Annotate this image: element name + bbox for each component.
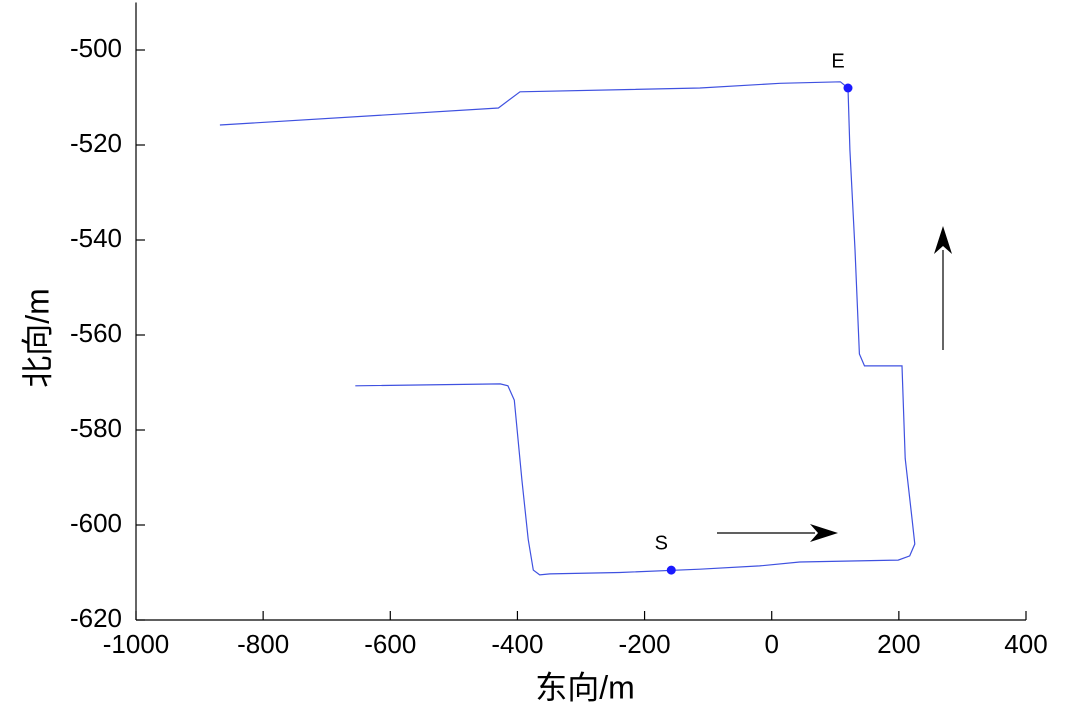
x-axis-title: 东向/m — [535, 669, 635, 705]
x-tick-label: 200 — [877, 629, 920, 659]
point-label: S — [655, 532, 668, 554]
direction-arrow — [934, 226, 952, 350]
y-tick-label: -540 — [70, 223, 122, 253]
y-tick-label: -520 — [70, 128, 122, 158]
x-tick-label: -200 — [619, 629, 671, 659]
x-tick-label: -600 — [364, 629, 416, 659]
y-tick-label: -500 — [70, 33, 122, 63]
trajectory-line — [219, 81, 916, 576]
y-tick-label: -560 — [70, 318, 122, 348]
x-tick-label: -400 — [491, 629, 543, 659]
y-axis-title: 北向/m — [19, 288, 55, 388]
x-tick-label: 400 — [1004, 629, 1047, 659]
point-label: E — [831, 50, 844, 72]
direction-arrow — [717, 524, 838, 542]
y-tick-label: -620 — [70, 603, 122, 633]
y-tick-label: -600 — [70, 508, 122, 538]
point-marker — [666, 565, 676, 575]
x-tick-label: -1000 — [103, 629, 170, 659]
x-tick-label: -800 — [237, 629, 289, 659]
y-tick-label: -580 — [70, 413, 122, 443]
point-marker — [843, 83, 853, 93]
x-tick-label: 0 — [764, 629, 778, 659]
